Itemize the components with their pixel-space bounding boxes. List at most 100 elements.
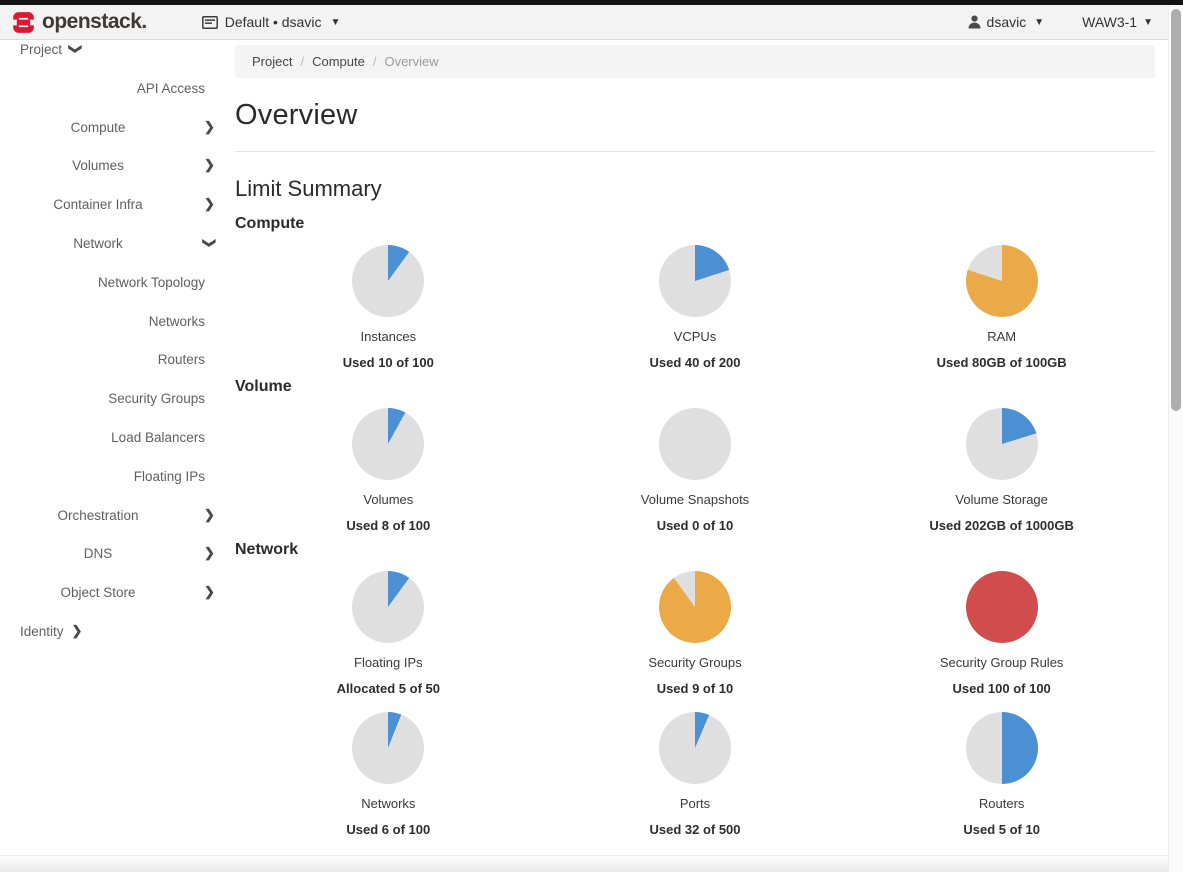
- chevron-right-icon: ❯: [204, 196, 215, 212]
- security-groups-pie-chart: [658, 571, 731, 643]
- routers-pie-chart: [965, 712, 1038, 784]
- sidebar-item-project[interactable]: Project ❯: [0, 41, 230, 80]
- network-chart-grid: Floating IPs Allocated 5 of 50 Security …: [235, 571, 1155, 837]
- sidebar-item-label: Network: [73, 235, 123, 251]
- chart-caption: Used 9 of 10: [656, 681, 734, 696]
- context-label: Default • dsavic: [224, 14, 322, 30]
- limit-chart-ports: Ports Used 32 of 500: [542, 712, 849, 837]
- ports-pie-chart: [658, 712, 731, 784]
- sidebar-item-label: Project: [20, 42, 63, 57]
- chart-label: Volumes: [363, 492, 414, 507]
- chart-caption: Used 6 of 100: [346, 822, 431, 837]
- sidebar-item-label: Orchestration: [57, 507, 139, 523]
- sidebar-item-dns[interactable]: DNS ❯: [0, 545, 230, 584]
- limit-chart-vcpus: VCPUs Used 40 of 200: [542, 245, 849, 370]
- sidebar-item-compute[interactable]: Compute ❯: [0, 119, 230, 158]
- chart-caption: Used 8 of 100: [346, 518, 431, 533]
- limit-summary-title: Limit Summary: [235, 176, 382, 201]
- title-divider: [235, 151, 1155, 152]
- project-context-switcher[interactable]: Default • dsavic ▼: [201, 14, 340, 30]
- sidebar-item-networks[interactable]: Networks: [0, 313, 230, 352]
- limit-chart-networks: Networks Used 6 of 100: [235, 712, 542, 837]
- limit-chart-volume-storage: Volume Storage Used 202GB of 1000GB: [848, 408, 1155, 533]
- limit-chart-instances: Instances Used 10 of 100: [235, 245, 542, 370]
- floating-ips-pie-chart: [352, 571, 425, 643]
- region-menu[interactable]: WAW3-1 ▼: [1082, 14, 1183, 30]
- group-title-volume: Volume: [235, 378, 292, 395]
- sidebar-item-api-access[interactable]: API Access: [0, 80, 230, 119]
- chart-label: Security Groups: [648, 655, 742, 670]
- chart-caption: Allocated 5 of 50: [336, 681, 440, 696]
- sidebar-item-network-topology[interactable]: Network Topology: [0, 274, 230, 313]
- sidebar-item-orchestration[interactable]: Orchestration ❯: [0, 507, 230, 546]
- sidebar-item-security-groups[interactable]: Security Groups: [0, 390, 230, 429]
- sidebar-item-identity[interactable]: Identity ❯: [0, 623, 230, 662]
- chart-label: Security Group Rules: [939, 655, 1064, 670]
- chevron-down-icon: ▼: [1143, 16, 1153, 28]
- limit-chart-security-groups: Security Groups Used 9 of 10: [542, 571, 849, 696]
- breadcrumb: Project / Compute / Overview: [235, 45, 1155, 78]
- chevron-right-icon: ❯: [204, 157, 215, 173]
- chart-label: Instances: [360, 329, 417, 344]
- sidebar-item-label: Security Groups: [108, 391, 205, 407]
- limit-chart-volume-snapshots: Volume Snapshots Used 0 of 10: [542, 408, 849, 533]
- chart-caption: Used 100 of 100: [952, 681, 1051, 696]
- user-menu[interactable]: dsavic ▼: [968, 14, 1083, 30]
- volumes-pie-chart: [352, 408, 425, 480]
- chart-label: Floating IPs: [354, 655, 423, 670]
- user-label: dsavic: [986, 14, 1027, 30]
- sidebar-item-label: DNS: [83, 546, 113, 562]
- sidebar-item-label: Networks: [148, 313, 205, 329]
- security-group-rules-pie-chart: [965, 571, 1038, 643]
- limit-chart-routers: Routers Used 5 of 10: [848, 712, 1155, 837]
- chevron-down-icon: ❯: [202, 237, 218, 249]
- page-footer: [0, 855, 1168, 872]
- chevron-right-icon: ❯: [204, 506, 215, 522]
- sidebar-item-label: Load Balancers: [111, 429, 205, 445]
- sidebar-item-label: Object Store: [60, 585, 136, 601]
- sidebar-item-routers[interactable]: Routers: [0, 351, 230, 390]
- chart-label: Routers: [978, 796, 1025, 811]
- sidebar-item-floating-ips[interactable]: Floating IPs: [0, 468, 230, 507]
- sidebar-item-label: API Access: [136, 80, 205, 96]
- vcpus-pie-chart: [658, 245, 731, 317]
- breadcrumb-separator: /: [300, 54, 305, 69]
- sidebar-item-load-balancers[interactable]: Load Balancers: [0, 429, 230, 468]
- sidebar-item-container-infra[interactable]: Container Infra ❯: [0, 196, 230, 235]
- volume-snapshots-pie-chart: [658, 408, 731, 480]
- vertical-scrollbar[interactable]: [1168, 5, 1183, 872]
- chart-label: Ports: [679, 796, 711, 811]
- breadcrumb-project[interactable]: Project: [252, 54, 293, 69]
- chart-caption: Used 32 of 500: [649, 822, 741, 837]
- scrollbar-thumb[interactable]: [1171, 9, 1181, 411]
- sidebar-item-object-store[interactable]: Object Store ❯: [0, 584, 230, 623]
- chevron-right-icon: ❯: [204, 545, 215, 561]
- sidebar-item-label: Routers: [157, 352, 205, 368]
- chart-label: VCPUs: [673, 329, 717, 344]
- chart-caption: Used 80GB of 100GB: [936, 355, 1067, 370]
- chart-caption: Used 5 of 10: [963, 822, 1040, 837]
- breadcrumb-current: Overview: [384, 54, 439, 69]
- chevron-right-icon: ❯: [204, 118, 215, 134]
- group-title-compute: Compute: [235, 215, 305, 232]
- chevron-right-icon: ❯: [204, 584, 215, 600]
- sidebar-item-label: Container Infra: [53, 197, 143, 213]
- openstack-brand[interactable]: openstack.: [0, 10, 147, 34]
- breadcrumb-compute[interactable]: Compute: [312, 54, 365, 69]
- sidebar-item-label: Volumes: [72, 158, 124, 174]
- chart-caption: Used 40 of 200: [649, 355, 741, 370]
- volume-chart-grid: Volumes Used 8 of 100 Volume Snapshots U…: [235, 408, 1155, 533]
- group-title-network: Network: [235, 541, 299, 558]
- browser-top-strip: [0, 0, 1183, 5]
- limit-chart-security-group-rules: Security Group Rules Used 100 of 100: [848, 571, 1155, 696]
- region-label: WAW3-1: [1082, 14, 1138, 30]
- sidebar-item-volumes[interactable]: Volumes ❯: [0, 157, 230, 196]
- sidebar-item-network[interactable]: Network ❯: [0, 235, 230, 274]
- chart-label: Volume Snapshots: [640, 492, 750, 507]
- chevron-down-icon: ▼: [1034, 16, 1045, 28]
- main-content: Project / Compute / Overview Overview Li…: [230, 40, 1183, 872]
- user-icon: [968, 15, 981, 29]
- sidebar-item-label: Floating IPs: [133, 468, 205, 484]
- sidebar-item-label: Compute: [70, 119, 126, 135]
- chart-label: RAM: [987, 329, 1017, 344]
